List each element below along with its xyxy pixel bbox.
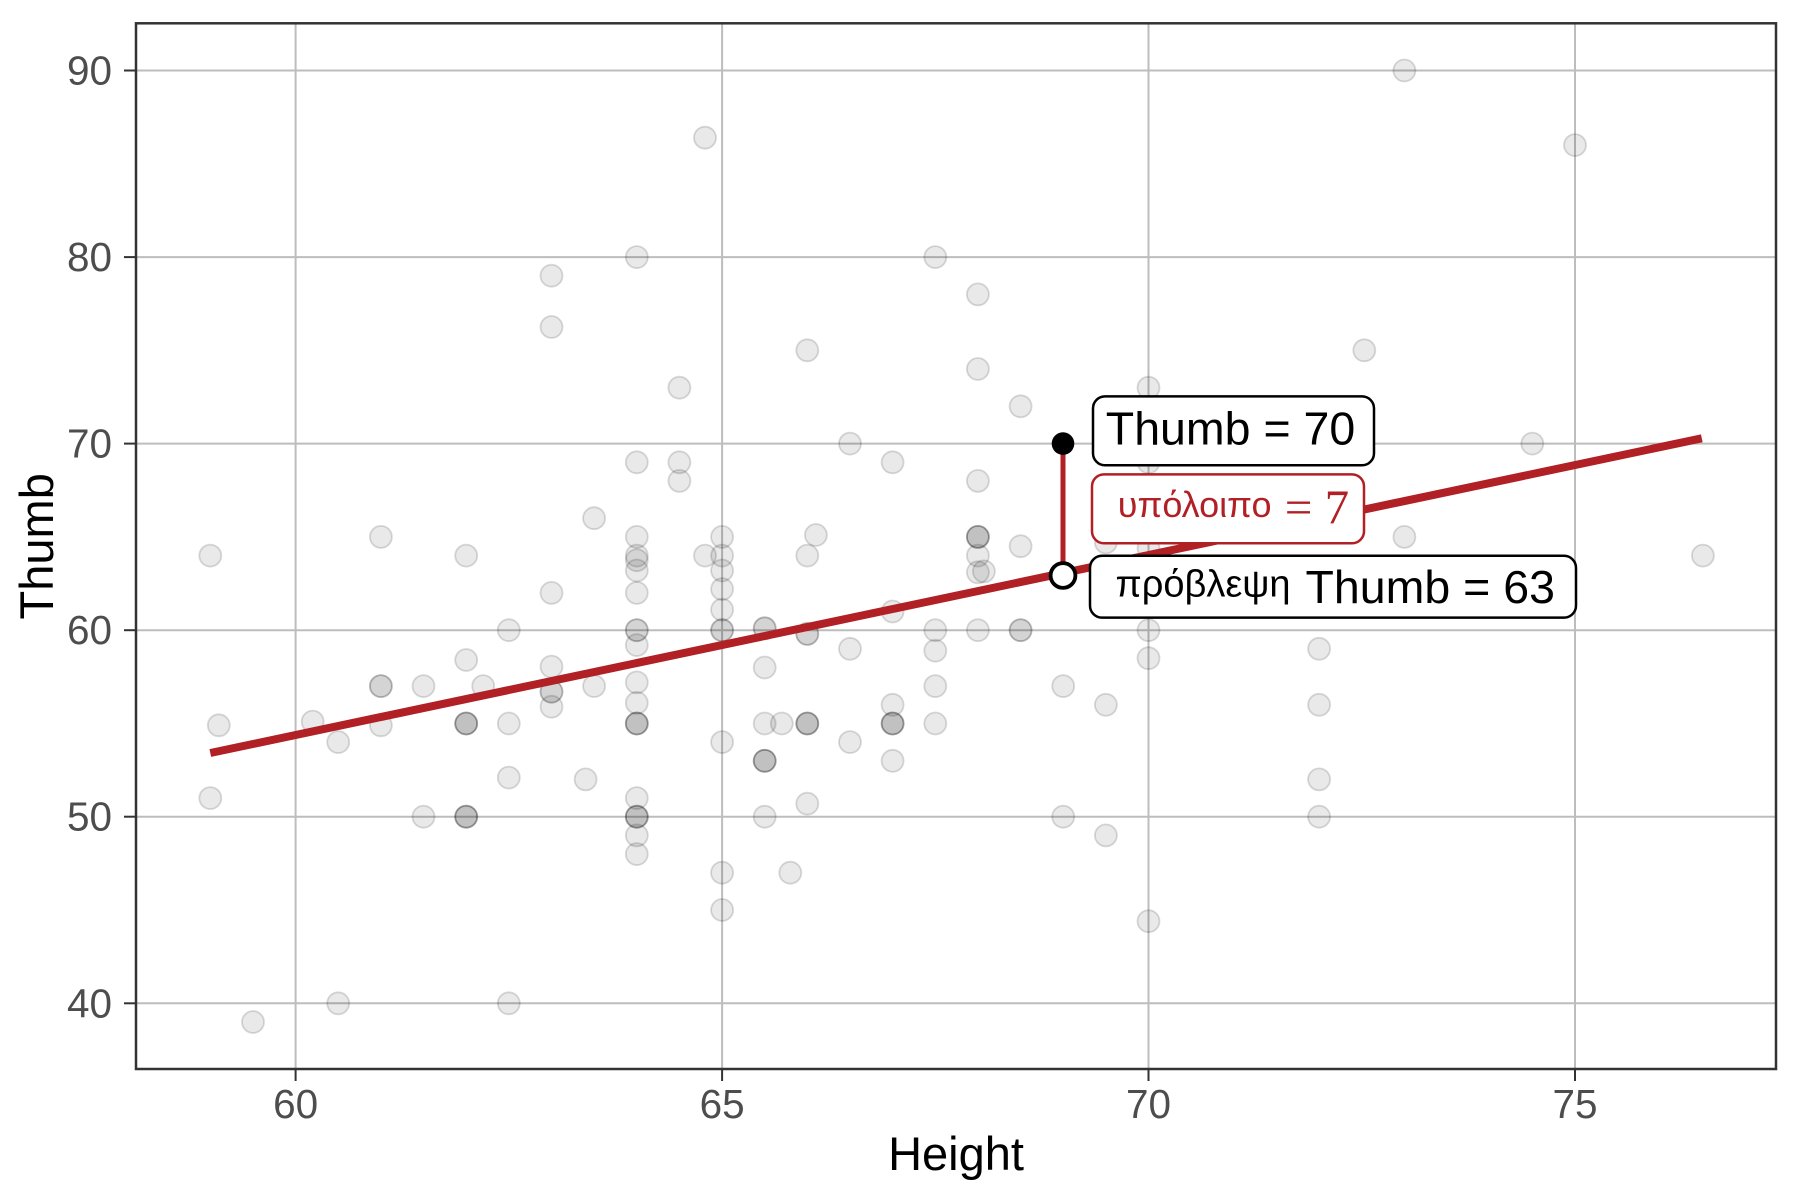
svg-text:60: 60: [273, 1081, 318, 1127]
svg-text:= 7: = 7: [1285, 479, 1349, 534]
svg-text:Thumb = 63: Thumb = 63: [1306, 561, 1555, 613]
svg-text:Thumb = 70: Thumb = 70: [1106, 403, 1355, 455]
svg-text:90: 90: [67, 48, 112, 94]
svg-text:πρόβλεψη: πρόβλεψη: [1116, 564, 1291, 606]
svg-text:Thumb: Thumb: [10, 473, 63, 619]
svg-text:υπόλοιπο: υπόλοιπο: [1118, 484, 1272, 525]
svg-text:80: 80: [67, 234, 112, 280]
svg-text:Height: Height: [888, 1127, 1024, 1180]
svg-text:70: 70: [1126, 1081, 1171, 1127]
svg-text:50: 50: [67, 794, 112, 840]
svg-text:70: 70: [67, 421, 112, 467]
svg-text:75: 75: [1552, 1081, 1597, 1127]
svg-text:40: 40: [67, 980, 112, 1026]
svg-text:60: 60: [67, 607, 112, 653]
svg-text:65: 65: [700, 1081, 745, 1127]
